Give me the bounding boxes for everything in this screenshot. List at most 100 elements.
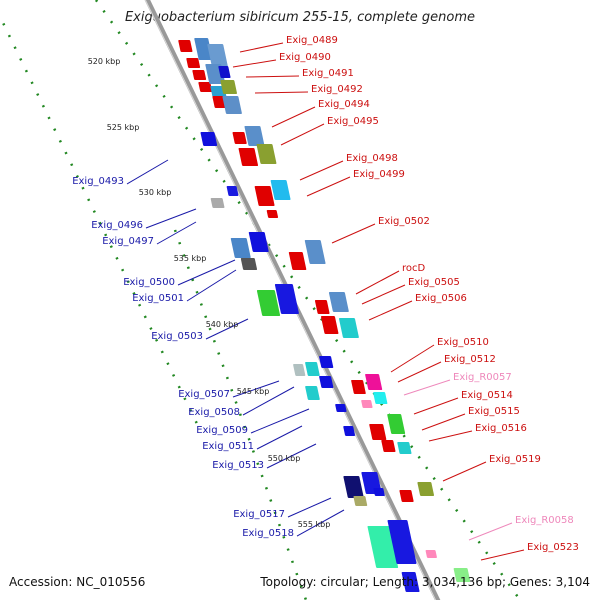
gene-label[interactable]: Exig_0517 bbox=[233, 509, 285, 520]
label-leader-line bbox=[361, 284, 406, 305]
gene-feature bbox=[387, 414, 406, 434]
gene-feature bbox=[186, 58, 201, 68]
label-leader-line bbox=[442, 461, 487, 482]
gene-feature bbox=[240, 258, 258, 270]
label-leader-line bbox=[296, 509, 345, 537]
gene-label[interactable]: Exig_0509 bbox=[196, 425, 248, 436]
gene-label[interactable]: Exig_0515 bbox=[468, 406, 520, 417]
label-leader-line bbox=[239, 42, 284, 53]
gene-feature bbox=[218, 66, 231, 78]
gene-label[interactable]: Exig_0491 bbox=[302, 68, 354, 79]
gene-label[interactable]: Exig_0499 bbox=[353, 169, 405, 180]
gene-label[interactable]: Exig_0489 bbox=[286, 35, 338, 46]
gene-feature bbox=[339, 318, 359, 338]
label-leader-line bbox=[403, 379, 451, 396]
kbp-tick-label: 525 kbp bbox=[107, 123, 140, 132]
gene-label[interactable]: Exig_0516 bbox=[475, 423, 527, 434]
kbp-tick-labels: 520 kbp 525 kbp 530 kbp 535 kbp 540 kbp 545 k… bbox=[88, 57, 331, 529]
gene-feature bbox=[401, 572, 420, 592]
gene-label[interactable]: Exig_0512 bbox=[444, 354, 496, 365]
gene-feature bbox=[314, 300, 330, 314]
gene-feature bbox=[254, 186, 275, 206]
gene-label[interactable]: Exig_0503 bbox=[151, 331, 203, 342]
gene-label[interactable]: Exig_0513 bbox=[212, 460, 264, 471]
gene-feature bbox=[210, 198, 225, 208]
map-title: Exiguobacterium sibiricum 255-15, comple… bbox=[124, 10, 476, 25]
gene-label[interactable]: Exig_0492 bbox=[311, 84, 363, 95]
gene-feature bbox=[192, 70, 207, 80]
gene-feature bbox=[266, 210, 279, 218]
gene-label[interactable]: Exig_0502 bbox=[378, 216, 430, 227]
topology-text: Topology: circular; Length: 3,034,136 bp… bbox=[260, 575, 590, 589]
gene-feature bbox=[256, 290, 281, 316]
kbp-tick-label: 540 kbp bbox=[206, 320, 239, 329]
label-leader-line bbox=[186, 269, 237, 302]
gene-label[interactable]: Exig_0495 bbox=[327, 116, 379, 127]
gene-feature bbox=[248, 232, 269, 252]
gene-label[interactable]: Exig_0519 bbox=[489, 454, 541, 465]
gene-label[interactable]: Exig_0497 bbox=[102, 236, 154, 247]
gene-feature bbox=[417, 482, 435, 496]
gene-label[interactable]: Exig_0508 bbox=[188, 407, 240, 418]
gene-feature bbox=[397, 442, 412, 454]
label-leader-line bbox=[421, 413, 466, 431]
gene-label[interactable]: Exig_0511 bbox=[202, 441, 254, 452]
accession-text: Accession: NC_010556 bbox=[9, 575, 146, 589]
gene-feature bbox=[293, 364, 306, 376]
gene-label[interactable]: Exig_R0057 bbox=[453, 372, 512, 383]
label-leader-line bbox=[205, 318, 249, 340]
label-leader-line bbox=[256, 425, 303, 450]
gene-label[interactable]: Exig_0493 bbox=[72, 176, 124, 187]
kbp-tick-label: 550 kbp bbox=[268, 454, 301, 463]
label-leader-line bbox=[480, 549, 525, 561]
gene-label[interactable]: Exig_0498 bbox=[346, 153, 398, 164]
label-leader-line bbox=[468, 522, 513, 541]
gene-feature bbox=[200, 132, 218, 146]
dotted-guide-line bbox=[0, 13, 202, 431]
gene-feature bbox=[335, 404, 347, 412]
kbp-tick-label: 545 kbp bbox=[237, 387, 270, 396]
gene-label[interactable]: Exig_0494 bbox=[318, 99, 370, 110]
gene-feature bbox=[343, 476, 364, 498]
gene-label[interactable]: Exig_0523 bbox=[527, 542, 579, 553]
kbp-tick-label: 520 kbp bbox=[88, 57, 121, 66]
label-leader-line bbox=[368, 300, 413, 321]
label-leader-line bbox=[397, 361, 442, 383]
gene-label[interactable]: Exig_0507 bbox=[178, 389, 230, 400]
gene-feature bbox=[305, 362, 320, 376]
gene-feature bbox=[353, 496, 368, 506]
gene-label[interactable]: Exig_0514 bbox=[461, 390, 513, 401]
gene-label[interactable]: Exig_0506 bbox=[415, 293, 467, 304]
gene-label[interactable]: Exig_0510 bbox=[437, 337, 489, 348]
label-leader-lines bbox=[126, 42, 525, 561]
label-leader-line bbox=[413, 397, 459, 415]
gene-label[interactable]: Exig_0500 bbox=[123, 277, 175, 288]
label-leader-line bbox=[126, 159, 169, 185]
gene-feature bbox=[207, 44, 229, 68]
gene-label[interactable]: Exig_0518 bbox=[242, 528, 294, 539]
gene-feature bbox=[319, 376, 334, 388]
label-leader-line bbox=[145, 208, 197, 229]
gene-label[interactable]: Exig_0496 bbox=[91, 220, 143, 231]
gene-label[interactable]: Exig_R0058 bbox=[515, 515, 574, 526]
gene-feature bbox=[365, 374, 383, 390]
gene-feature bbox=[387, 520, 417, 564]
gene-label[interactable]: Exig_0490 bbox=[279, 52, 331, 63]
gene-feature bbox=[222, 96, 242, 114]
label-leader-line bbox=[428, 430, 473, 442]
label-leader-line bbox=[271, 106, 316, 128]
gene-feature bbox=[373, 488, 385, 496]
label-leader-line bbox=[156, 221, 197, 245]
gene-feature bbox=[369, 424, 387, 440]
gene-label[interactable]: Exig_0501 bbox=[132, 293, 184, 304]
gene-label[interactable]: rocD bbox=[402, 263, 426, 274]
gene-feature bbox=[198, 82, 213, 92]
kbp-tick-label: 555 kbp bbox=[298, 520, 331, 529]
label-leader-line bbox=[306, 176, 351, 197]
gene-label[interactable]: Exig_0505 bbox=[408, 277, 460, 288]
label-leader-line bbox=[280, 123, 325, 146]
gene-feature bbox=[343, 426, 356, 436]
gene-feature bbox=[319, 356, 334, 368]
dotted-guide-line bbox=[94, 0, 522, 600]
label-leader-line bbox=[254, 91, 309, 94]
